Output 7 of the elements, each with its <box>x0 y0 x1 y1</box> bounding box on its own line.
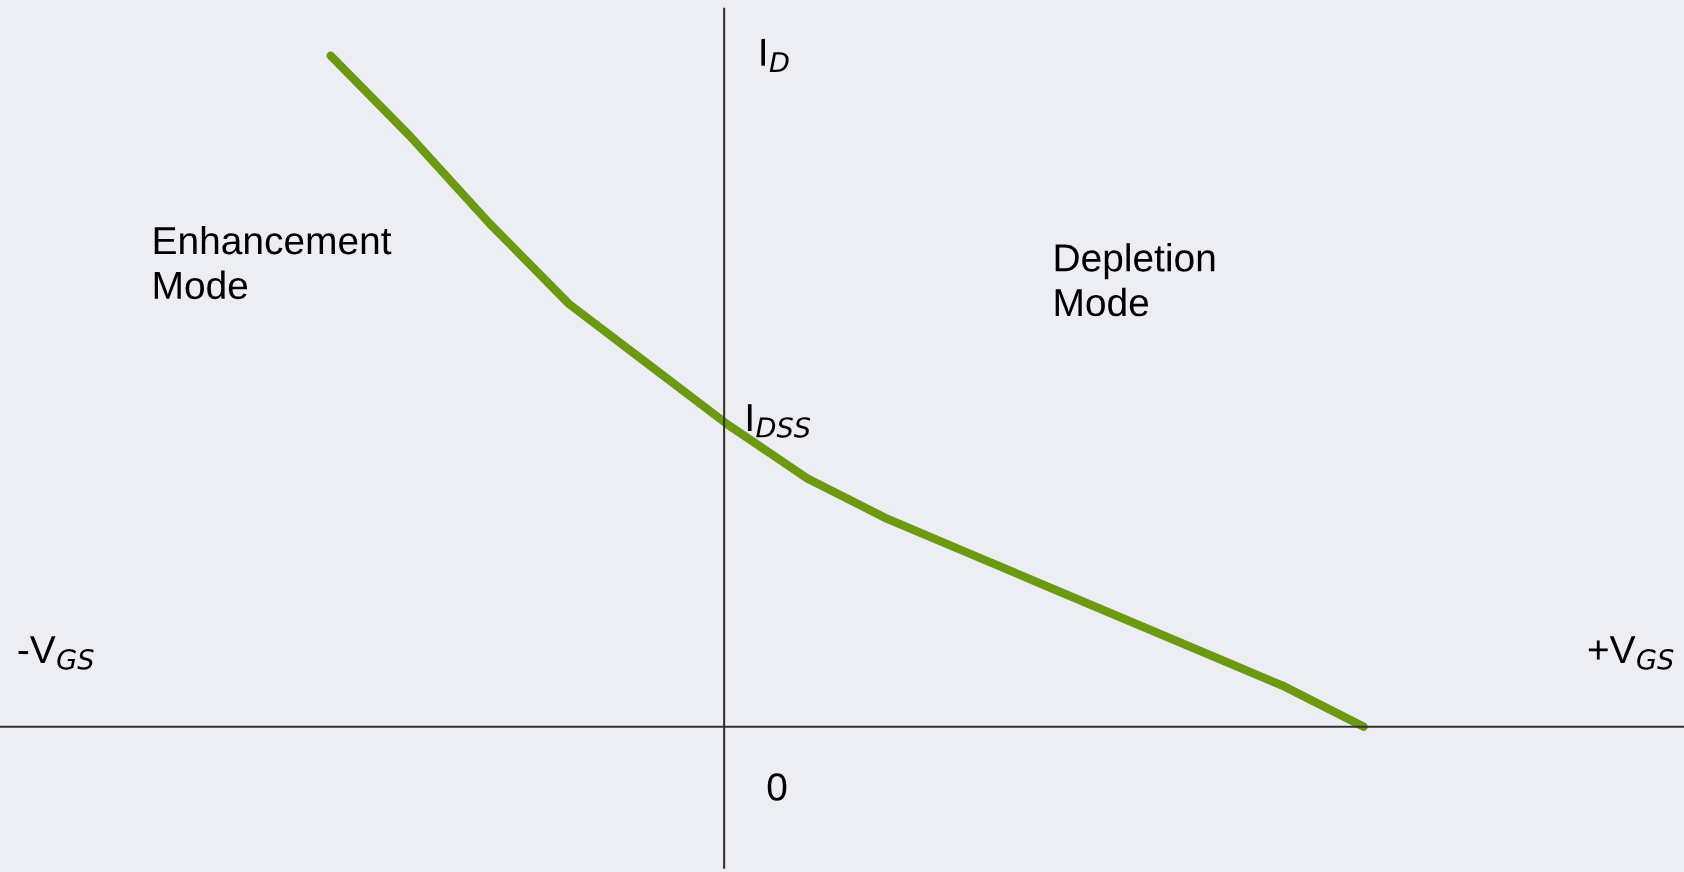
annotation: Depletion Mode <box>1055 243 1215 317</box>
text: 0 <box>767 773 787 801</box>
text: -V$_{GS}$ <box>18 636 94 670</box>
y-axis-title: I$_{D}$ <box>761 38 789 73</box>
text: +V$_{GS}$ <box>1588 636 1674 670</box>
annotation: I$_{DSS}$ <box>747 404 811 438</box>
annotation: Enhancement Mode <box>154 225 392 300</box>
